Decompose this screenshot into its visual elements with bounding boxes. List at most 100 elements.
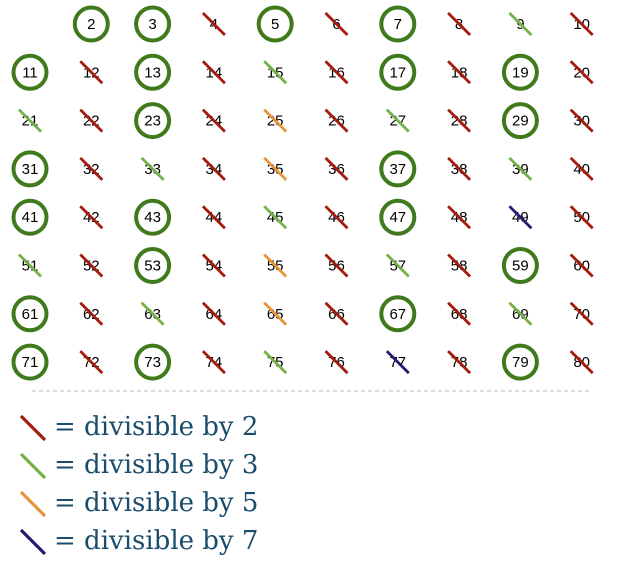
strike-mark-div2 — [324, 60, 349, 85]
prime-circle — [11, 295, 49, 333]
number-cell: 3 — [134, 5, 172, 43]
number-label: 3 — [148, 16, 156, 33]
number-cell: 67 — [379, 295, 417, 333]
strike-mark-div3 — [385, 108, 410, 133]
strike-mark-div2 — [447, 350, 472, 375]
number-cell: 52 — [79, 253, 104, 278]
strike-mark-div2 — [201, 12, 226, 36]
number-cell: 15 — [263, 60, 288, 85]
number-cell: 40 — [569, 156, 594, 181]
number-label: 23 — [144, 113, 161, 130]
prime-circle — [256, 5, 294, 43]
strike-mark-div2 — [447, 156, 472, 181]
number-cell: 16 — [324, 60, 349, 85]
strike-mark-div5 — [263, 108, 288, 133]
number-cell: 51 — [18, 253, 42, 278]
number-cell: 71 — [11, 343, 49, 381]
strike-mark-div2 — [201, 253, 226, 278]
prime-circle — [134, 247, 172, 284]
number-cell: 2 — [72, 5, 110, 43]
number-cell: 49 — [508, 205, 533, 230]
prime-circle — [11, 343, 49, 381]
strike-mark-div3 — [508, 301, 533, 326]
number-cell: 18 — [447, 60, 472, 85]
strike-mark-div3 — [385, 253, 410, 278]
legend-label: = divisible by 2 — [54, 412, 259, 442]
number-cell: 54 — [201, 253, 226, 278]
number-cell: 25 — [263, 108, 288, 133]
number-cell: 31 — [11, 150, 49, 188]
number-cell: 43 — [134, 198, 172, 236]
strike-mark-div2 — [324, 156, 349, 181]
number-cell: 37 — [379, 150, 417, 188]
strike-mark-div2 — [569, 350, 594, 375]
number-cell: 32 — [79, 156, 104, 181]
number-cell: 9 — [508, 12, 533, 36]
number-cell: 11 — [11, 53, 49, 91]
number-cell: 47 — [379, 198, 417, 236]
number-cell: 75 — [263, 350, 288, 375]
number-cell: 5 — [256, 5, 294, 43]
strike-mark-div2 — [201, 301, 226, 326]
strike-mark-div2 — [569, 108, 594, 133]
number-label: 67 — [389, 306, 406, 323]
number-cell: 13 — [134, 53, 172, 91]
number-cell: 70 — [569, 301, 594, 326]
number-label: 19 — [512, 64, 529, 81]
number-cell: 63 — [140, 301, 165, 326]
number-cell: 26 — [324, 108, 349, 133]
number-cell: 27 — [385, 108, 410, 133]
number-label: 41 — [22, 209, 39, 226]
number-cell: 60 — [569, 253, 594, 278]
number-label: 31 — [22, 161, 39, 178]
number-cell: 42 — [79, 205, 104, 230]
number-label: 61 — [22, 306, 39, 323]
strike-mark-div2 — [79, 350, 104, 375]
slash-mark-div3-icon — [19, 452, 47, 480]
strike-mark-div2 — [447, 301, 472, 326]
strike-mark-div2 — [569, 253, 594, 278]
number-cell: 58 — [447, 253, 472, 278]
strike-mark-div2 — [569, 12, 594, 36]
number-cell: 66 — [324, 301, 349, 326]
number-cell: 55 — [263, 253, 288, 278]
prime-circle — [379, 198, 417, 236]
number-cell: 29 — [501, 102, 539, 140]
prime-circle — [134, 53, 172, 91]
number-cell: 28 — [447, 108, 472, 133]
slash-mark-div5-icon — [19, 490, 47, 518]
prime-circle — [501, 53, 539, 91]
number-cell: 68 — [447, 301, 472, 326]
number-cell: 21 — [18, 108, 42, 133]
strike-mark-div3 — [18, 253, 42, 278]
prime-circle — [134, 5, 172, 43]
prime-circle — [501, 247, 539, 284]
number-label: 2 — [87, 16, 95, 33]
strike-mark-div5 — [263, 156, 288, 181]
number-cell: 72 — [79, 350, 104, 375]
number-cell: 23 — [134, 102, 172, 140]
number-cell: 65 — [263, 301, 288, 326]
strike-mark-div2 — [324, 301, 349, 326]
number-cell: 50 — [569, 205, 594, 230]
strike-mark-div2 — [447, 60, 472, 85]
strike-mark-div2 — [324, 253, 349, 278]
number-cell: 8 — [447, 12, 472, 36]
prime-circle — [379, 295, 417, 333]
number-cell: 53 — [134, 247, 172, 284]
strike-mark-div3 — [508, 12, 533, 36]
number-cell: 62 — [79, 301, 104, 326]
strike-mark-div2 — [447, 205, 472, 230]
strike-mark-div7 — [385, 350, 410, 375]
prime-circle — [134, 102, 172, 140]
strike-mark-div2 — [324, 108, 349, 133]
strike-mark-div2 — [569, 301, 594, 326]
number-cell: 44 — [201, 205, 226, 230]
number-cell: 4 — [201, 12, 226, 36]
strike-mark-div3 — [263, 205, 288, 230]
strike-mark-div2 — [447, 108, 472, 133]
number-label: 59 — [512, 258, 529, 275]
prime-circle — [379, 150, 417, 188]
number-cell: 56 — [324, 253, 349, 278]
number-cell: 30 — [569, 108, 594, 133]
